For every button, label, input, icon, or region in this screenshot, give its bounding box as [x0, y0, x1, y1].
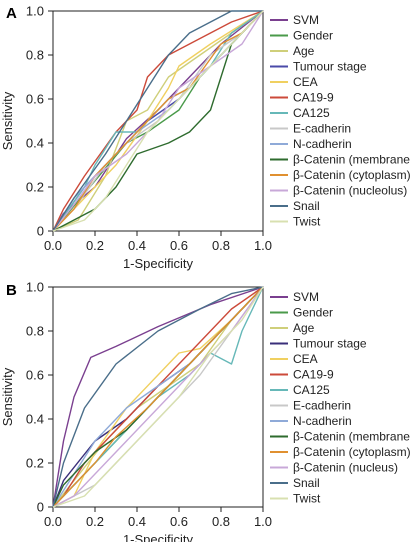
y-tick-label: 0.6: [26, 92, 44, 107]
legend-label-n-cadherin: N-cadherin: [293, 414, 352, 428]
panel-b: B 0.0 0.2 0.4 0.6 0.8 1.0 0 0.2 0.4 0.6 0.8 1.0 1-Spe…: [0, 280, 410, 542]
series-line-twist: [52, 10, 264, 232]
series-lines: [52, 286, 264, 508]
legend-label-tumour-stage: Tumour stage: [293, 337, 367, 351]
legend-label-cea: CEA: [293, 352, 318, 366]
legend-label-ca19-9: CA19-9: [293, 91, 334, 105]
series-line-twist: [52, 286, 264, 508]
y-tick-label: 1.0: [26, 4, 44, 19]
panel-label: B: [6, 282, 17, 299]
legend-label-ca125: CA125: [293, 383, 330, 397]
legend-label-cea: CEA: [293, 75, 318, 89]
y-tick-label: 0.4: [26, 136, 44, 151]
legend-label-gender: Gender: [293, 29, 333, 43]
legend-label-e-cadherin: E-cadherin: [293, 399, 351, 413]
x-tick-label: 0.6: [170, 238, 188, 253]
legend-label-beta-catenin-nucleus: β-Catenin (nucleus): [293, 461, 398, 475]
legend-label-beta-catenin-cytoplasm: β-Catenin (cytoplasm): [293, 445, 410, 459]
legend-label-age: Age: [293, 321, 315, 335]
x-axis-title: 1-Specificity: [123, 256, 194, 271]
plot-frame: [52, 286, 264, 508]
series-lines: [52, 10, 264, 232]
plot-frame: [52, 10, 264, 232]
series-line-snail: [52, 10, 263, 232]
legend-label-svm: SVM: [293, 290, 319, 304]
legend-label-beta-catenin-cytoplasm: β-Catenin (cytoplasm): [293, 168, 410, 182]
legend-label-tumour-stage: Tumour stage: [293, 60, 367, 74]
legend-label-e-cadherin: E-cadherin: [293, 122, 351, 136]
y-tick-label: 0.6: [26, 368, 44, 383]
y-tick-label: 0.2: [26, 180, 44, 195]
legend-label-svm: SVM: [293, 13, 319, 27]
legend-label-gender: Gender: [293, 306, 333, 320]
x-axis-title: 1-Specificity: [123, 532, 194, 542]
legend-label-n-cadherin: N-cadherin: [293, 137, 352, 151]
y-tick-label: 0.8: [26, 48, 44, 63]
series-line-cea: [52, 10, 264, 232]
legend-label-beta-catenin-membrane: β-Catenin (membrane): [293, 153, 410, 167]
x-tick-label: 0.8: [212, 514, 230, 529]
legend-label-snail: Snail: [293, 476, 320, 490]
y-tick-label: 0: [37, 224, 44, 239]
x-tick-label: 0.0: [44, 514, 62, 529]
y-tick-label: 0.8: [26, 324, 44, 339]
series-line-beta-catenin-cytoplasm: [52, 10, 264, 232]
x-tick-label: 0.6: [170, 514, 188, 529]
y-tick-label: 0.2: [26, 456, 44, 471]
legend-label-age: Age: [293, 44, 315, 58]
y-tick-label: 1.0: [26, 280, 44, 295]
series-line-age: [52, 10, 264, 232]
legend-label-ca19-9: CA19-9: [293, 368, 334, 382]
legend-label-snail: Snail: [293, 199, 320, 213]
x-tick-label: 1.0: [254, 514, 272, 529]
y-axis-title: Sensitivity: [0, 91, 15, 150]
y-tick-label: 0.4: [26, 412, 44, 427]
series-line-cea: [52, 286, 264, 508]
series-line-age: [52, 286, 264, 508]
panel-a: A 0.0 0.2 0.4 0.6 0.8 1.0 0 0.2 0.4 0.6 0.8 1.0 1-Spe…: [0, 4, 410, 272]
x-tick-label: 0.8: [212, 238, 230, 253]
series-line-snail: [52, 286, 264, 508]
series-line-ca19-9: [52, 10, 264, 232]
x-tick-label: 0.2: [86, 514, 104, 529]
x-tick-label: 1.0: [254, 238, 272, 253]
legend-label-ca125: CA125: [293, 106, 330, 120]
y-axis-title: Sensitivity: [0, 367, 15, 426]
legend-label-twist: Twist: [293, 492, 321, 506]
series-line-beta-catenin-cytoplasm: [52, 286, 264, 508]
x-tick-label: 0.4: [128, 514, 146, 529]
x-tick-label: 0.0: [44, 238, 62, 253]
panel-label: A: [6, 5, 17, 22]
legend-label-twist: Twist: [293, 215, 321, 229]
legend-label-beta-catenin-membrane: β-Catenin (membrane): [293, 430, 410, 444]
y-tick-label: 0: [37, 500, 44, 515]
x-tick-label: 0.4: [128, 238, 146, 253]
x-tick-label: 0.2: [86, 238, 104, 253]
legend-label-beta-catenin-nucleolus: β-Catenin (nucleolus): [293, 184, 407, 198]
